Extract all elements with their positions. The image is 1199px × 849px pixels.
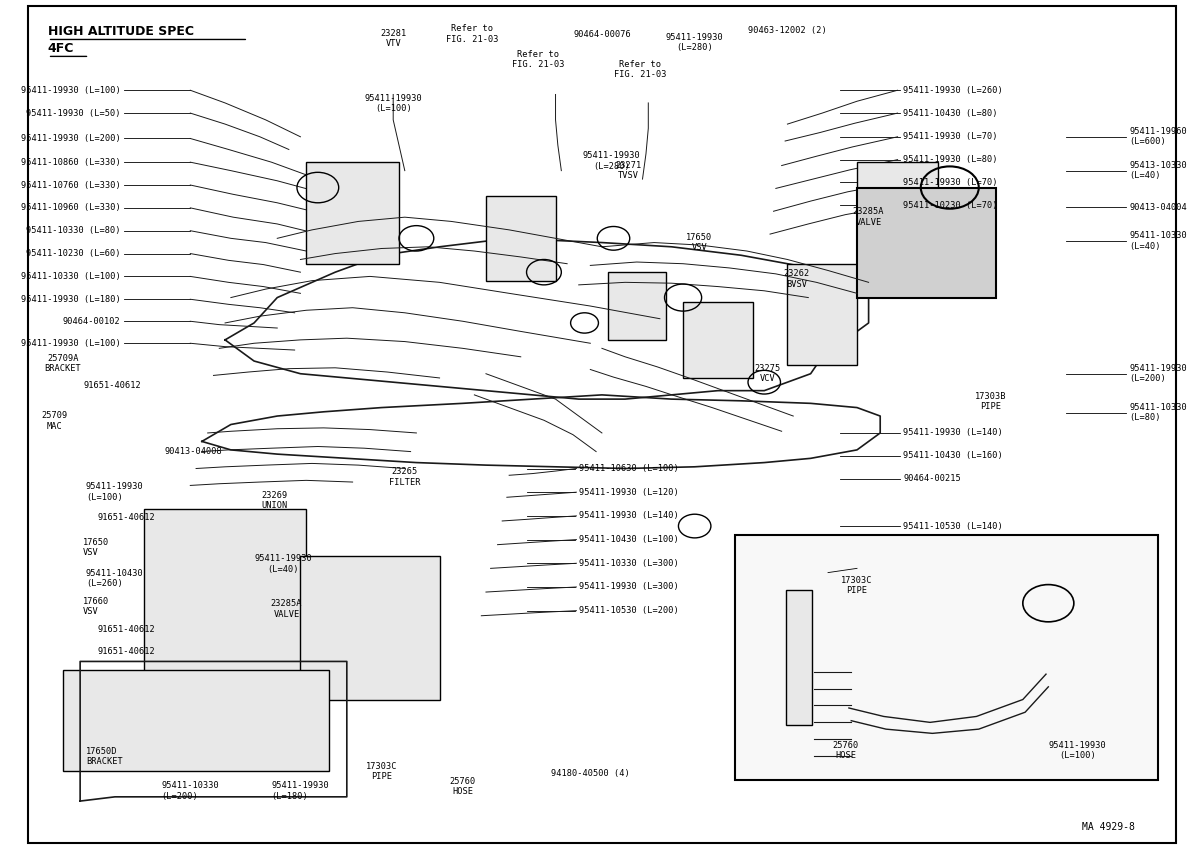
Text: 95411-10430 (L=160): 95411-10430 (L=160): [903, 452, 1004, 460]
Text: 23262
BVSV: 23262 BVSV: [784, 269, 809, 289]
Text: 95411-10430 (L=80): 95411-10430 (L=80): [903, 109, 998, 118]
Text: 91651-40612: 91651-40612: [97, 625, 156, 634]
Text: 95411-19930 (L=200): 95411-19930 (L=200): [20, 134, 121, 143]
Bar: [857, 188, 996, 297]
Text: 23269
UNION: 23269 UNION: [261, 491, 288, 510]
Text: 23281
VTV: 23281 VTV: [380, 29, 406, 48]
Text: 95411-10530 (L=140): 95411-10530 (L=140): [903, 521, 1004, 531]
Text: Refer to
FIG. 21-03: Refer to FIG. 21-03: [446, 25, 499, 43]
Text: 95411-10760 (L=330): 95411-10760 (L=330): [20, 181, 121, 189]
Text: 90413-04004: 90413-04004: [1129, 203, 1187, 211]
Text: 95411-19930 (L=220): 95411-19930 (L=220): [903, 544, 1004, 554]
Text: 25709A
BRACKET: 25709A BRACKET: [44, 354, 82, 374]
Text: 95411-10230 (L=60): 95411-10230 (L=60): [26, 249, 121, 258]
Bar: [857, 162, 938, 247]
Text: ATM: ATM: [753, 552, 782, 565]
Text: 95411-19930 (L=260): 95411-19930 (L=260): [903, 86, 1004, 95]
Bar: [787, 589, 812, 725]
Text: 25709
MAC: 25709 MAC: [42, 412, 68, 430]
Text: 91651-40612: 91651-40612: [84, 381, 141, 390]
Text: Refer to
FIG. 21-03: Refer to FIG. 21-03: [512, 50, 565, 69]
Text: 17650
VSV: 17650 VSV: [686, 233, 712, 252]
Text: 95411-19930
(L=280): 95411-19930 (L=280): [583, 151, 640, 171]
Text: 25760
HOSE: 25760 HOSE: [450, 777, 476, 796]
Text: 95411-19930
(L=180): 95411-19930 (L=180): [271, 781, 330, 801]
Bar: [683, 301, 753, 378]
Text: 4FC: 4FC: [48, 42, 74, 55]
Text: 95411-19930 (L=100): 95411-19930 (L=100): [20, 86, 121, 95]
Text: 90413-04008: 90413-04008: [165, 447, 223, 456]
Text: 17303B
PIPE: 17303B PIPE: [975, 392, 1006, 412]
Text: 95411-19930 (L=120): 95411-19930 (L=120): [579, 487, 679, 497]
Text: 90464-00215: 90464-00215: [903, 474, 962, 483]
Text: 95411-19930 (L=100): 95411-19930 (L=100): [20, 339, 121, 348]
Text: 17650D
BRACKET: 17650D BRACKET: [86, 746, 122, 766]
Bar: [608, 273, 665, 340]
Text: 95411-10330
(L=200): 95411-10330 (L=200): [162, 781, 219, 801]
Text: 95411-19960
(L=600): 95411-19960 (L=600): [1129, 127, 1187, 147]
Text: 23265
FILTER: 23265 FILTER: [388, 467, 421, 486]
Text: 95411-10330 (L=100): 95411-10330 (L=100): [20, 272, 121, 281]
Text: 95411-19930 (L=80): 95411-19930 (L=80): [903, 155, 998, 164]
Bar: [788, 264, 857, 365]
Text: 95411-19930
(L=100): 95411-19930 (L=100): [86, 482, 144, 502]
Text: 95411-19930
(L=200): 95411-19930 (L=200): [1129, 364, 1187, 384]
Text: 95411-19930 (L=60): 95411-19930 (L=60): [903, 590, 998, 599]
Text: 95411-10530 (L=200): 95411-10530 (L=200): [579, 606, 679, 616]
Text: 23275
VCV: 23275 VCV: [754, 364, 781, 384]
Text: 17660
VSV: 17660 VSV: [83, 597, 109, 616]
Text: 95413-10330
(L=40): 95413-10330 (L=40): [1129, 161, 1187, 180]
Text: 17303C
PIPE: 17303C PIPE: [366, 762, 397, 781]
Text: 23285A
VALVE: 23285A VALVE: [852, 207, 885, 227]
Text: 17650
VSV: 17650 VSV: [83, 537, 109, 557]
Text: 95411-19930 (L=140): 95411-19930 (L=140): [903, 429, 1004, 437]
Text: 95411-10330 (L=80): 95411-10330 (L=80): [26, 226, 121, 235]
Text: HIGH ALTITUDE SPEC: HIGH ALTITUDE SPEC: [48, 25, 194, 38]
Text: 90464-00102: 90464-00102: [64, 317, 121, 326]
Text: 23285A
VALVE: 23285A VALVE: [271, 599, 302, 619]
Text: 95411-10430
(L=260): 95411-10430 (L=260): [86, 569, 144, 588]
Text: 95411-19930 (L=70): 95411-19930 (L=70): [903, 178, 998, 187]
Text: 95411-19930
(L=100): 95411-19930 (L=100): [364, 93, 422, 113]
Bar: [306, 162, 399, 264]
Text: 95411-10330
(L=80): 95411-10330 (L=80): [1129, 403, 1187, 422]
Text: 95411-10230 (L=70): 95411-10230 (L=70): [903, 201, 998, 210]
Text: 95411-10330
(L=40): 95411-10330 (L=40): [1129, 231, 1187, 250]
Text: 90463-12002 (2): 90463-12002 (2): [748, 26, 827, 36]
Text: 95411-10330 (L=70): 95411-10330 (L=70): [903, 567, 998, 576]
Text: 95411-19930
(L=280): 95411-19930 (L=280): [665, 33, 723, 52]
Text: 95411-10630 (L=100): 95411-10630 (L=100): [579, 464, 679, 473]
Bar: [486, 196, 555, 281]
Text: MA 4929-8: MA 4929-8: [1083, 823, 1135, 832]
Bar: [144, 509, 306, 678]
Text: 95411-19930
(L=40): 95411-19930 (L=40): [254, 554, 312, 574]
Text: 95411-19930 (L=180): 95411-19930 (L=180): [20, 295, 121, 304]
Text: 95411-19930 (L=140): 95411-19930 (L=140): [579, 511, 679, 520]
Text: 95411-10430 (L=100): 95411-10430 (L=100): [579, 535, 679, 544]
Bar: [301, 555, 440, 700]
Text: 95411-10860 (L=330): 95411-10860 (L=330): [20, 158, 121, 166]
Text: 91651-40612: 91651-40612: [97, 513, 156, 522]
Text: 95411-19930 (L=70): 95411-19930 (L=70): [903, 132, 998, 141]
Text: 90464-00076: 90464-00076: [573, 31, 631, 39]
Text: 95411-19930 (L=300): 95411-19930 (L=300): [579, 582, 679, 592]
Text: 95411-10960 (L=330): 95411-10960 (L=330): [20, 204, 121, 212]
Text: 25760
HOSE: 25760 HOSE: [832, 740, 858, 760]
Text: 94180-40500 (4): 94180-40500 (4): [552, 768, 629, 778]
Text: Refer to
FIG. 21-03: Refer to FIG. 21-03: [614, 59, 667, 79]
Text: 23271
TVSV: 23271 TVSV: [615, 161, 641, 180]
Bar: [62, 670, 330, 772]
Text: 95411-10330 (L=300): 95411-10330 (L=300): [579, 559, 679, 568]
Bar: [735, 535, 1158, 780]
Text: 91651-40612: 91651-40612: [97, 647, 156, 655]
Text: 95411-19930 (L=50): 95411-19930 (L=50): [26, 109, 121, 118]
Text: 95411-19930
(L=100): 95411-19930 (L=100): [1048, 740, 1107, 760]
Text: 17303C
PIPE: 17303C PIPE: [842, 576, 873, 595]
